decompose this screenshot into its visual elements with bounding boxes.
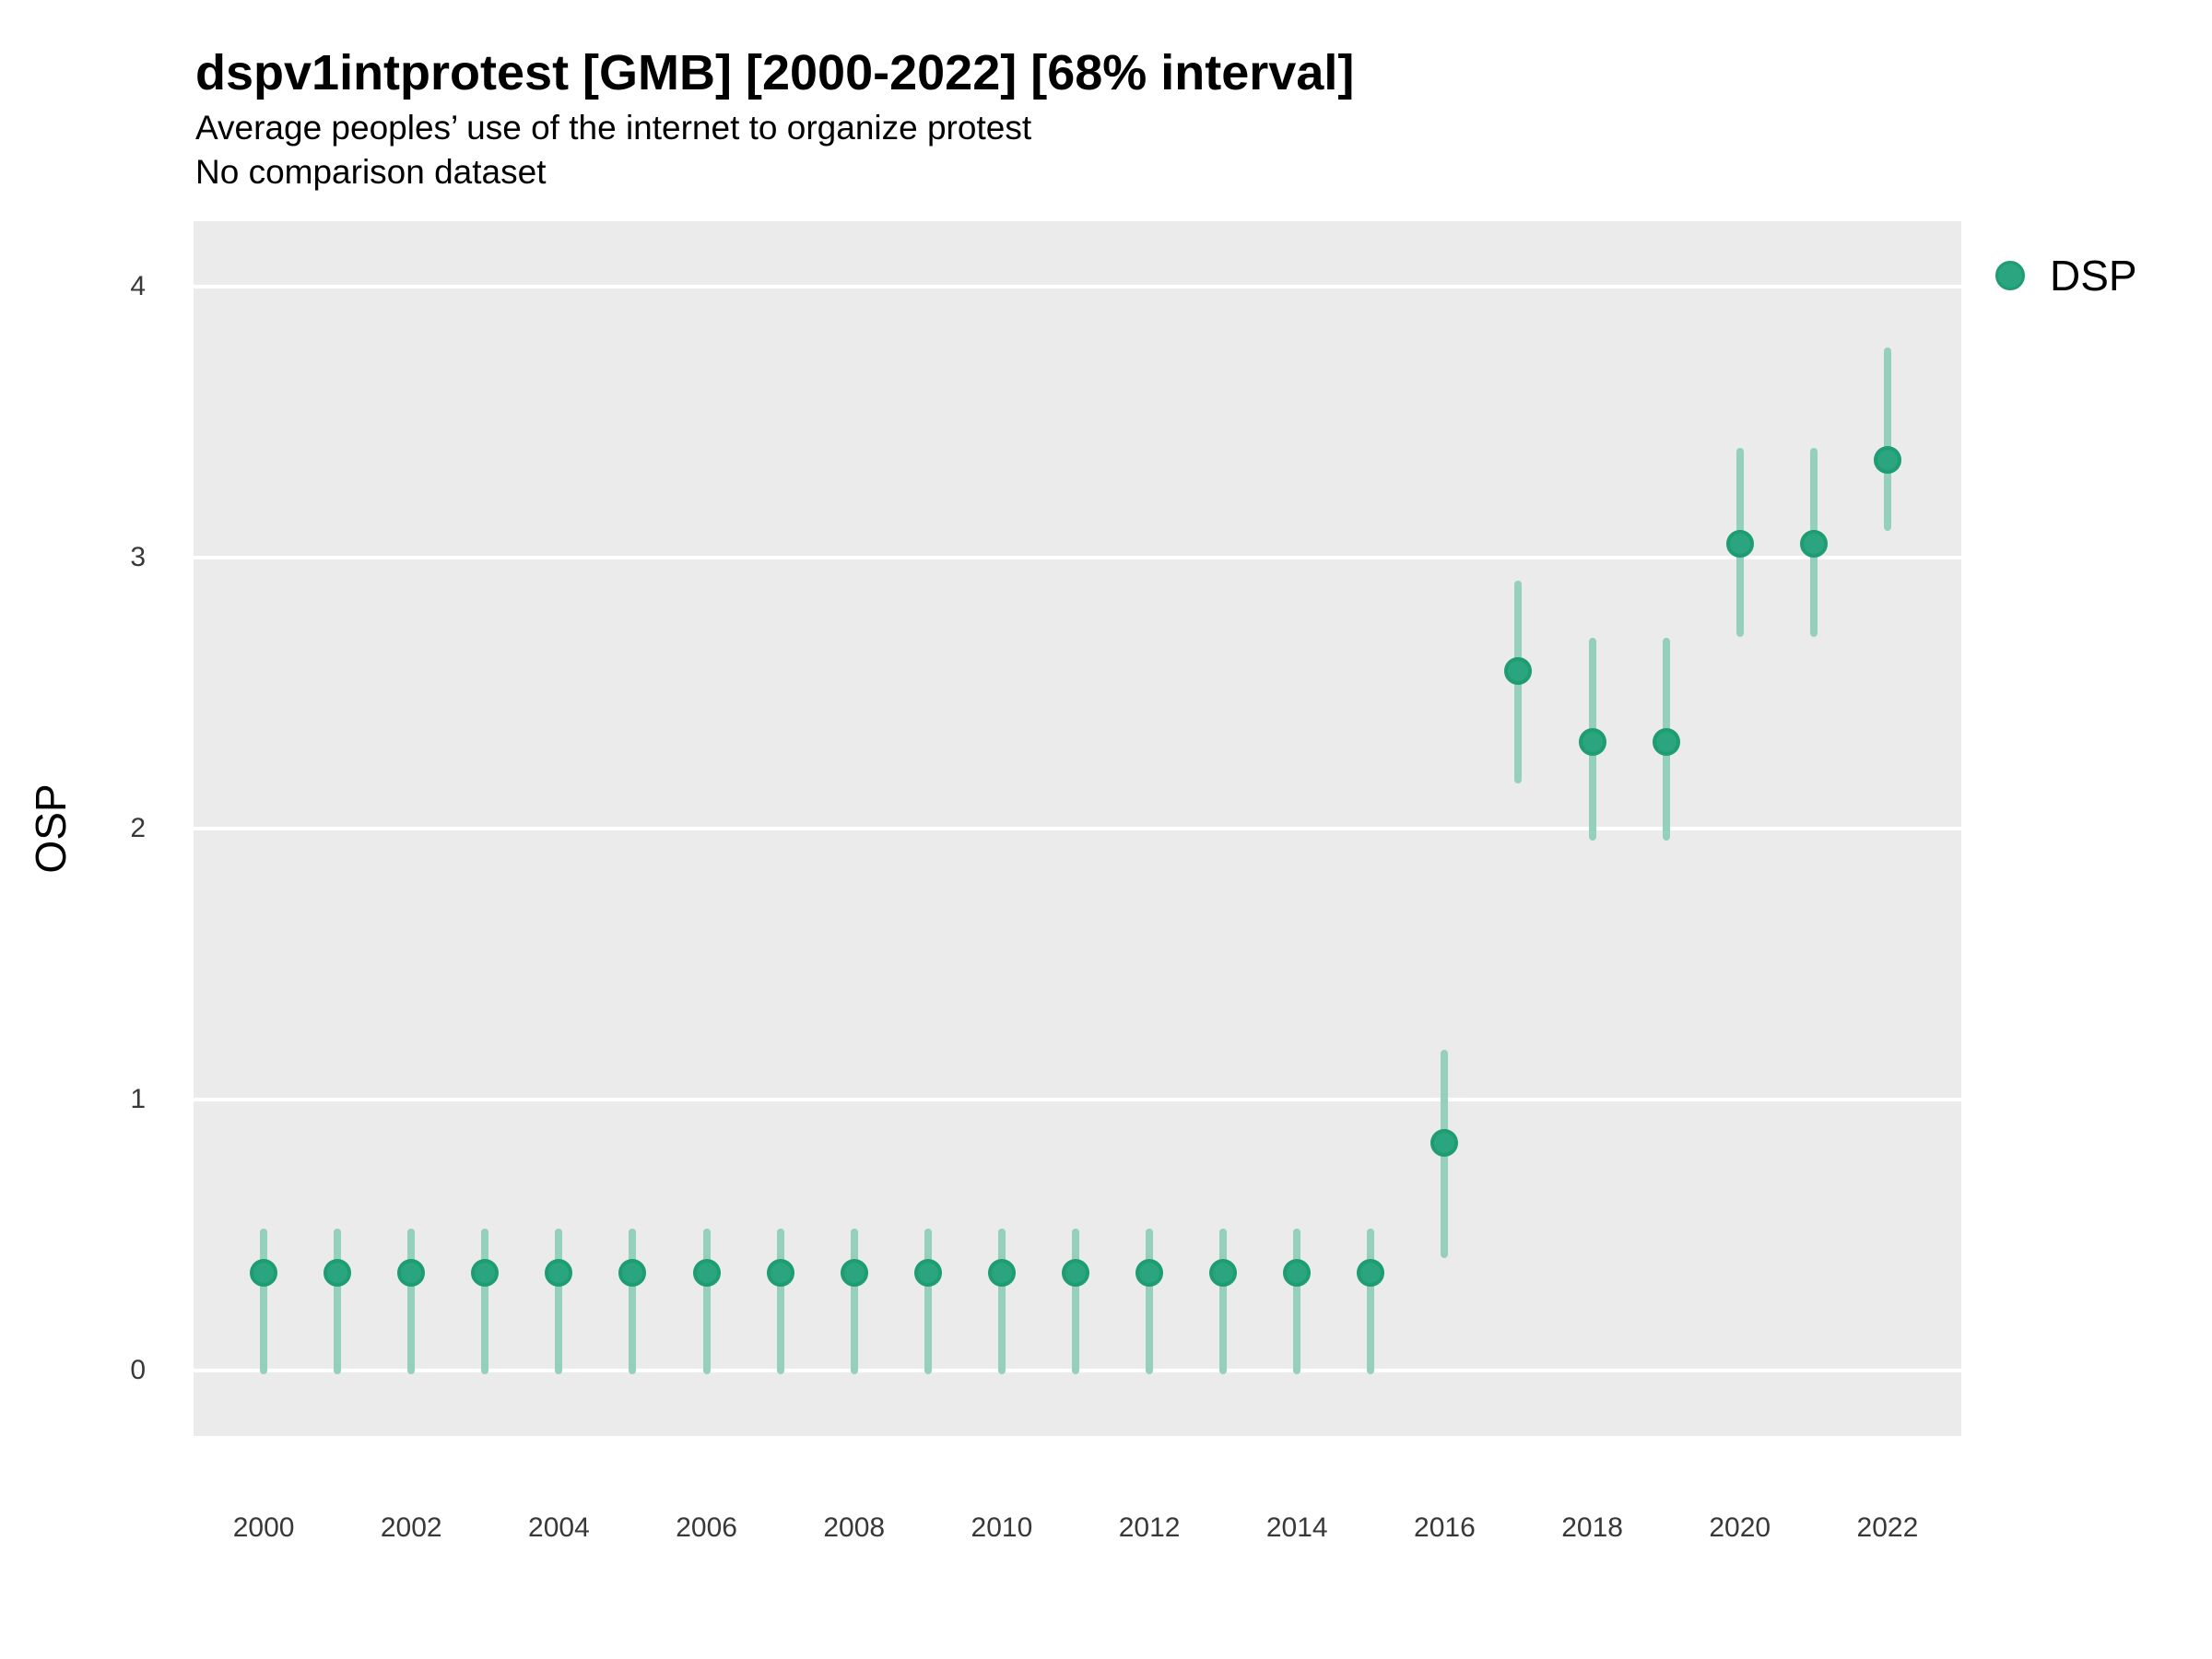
interval-bar-2014 <box>1293 1229 1301 1375</box>
legend-label: DSP <box>2050 252 2137 300</box>
interval-bar-2013 <box>1219 1229 1228 1375</box>
data-point-2001 <box>324 1259 352 1288</box>
data-point-2000 <box>250 1259 278 1288</box>
data-point-2003 <box>471 1259 500 1288</box>
x-tick-label-2000: 2000 <box>232 1512 295 1543</box>
interval-bar-2009 <box>924 1229 932 1375</box>
x-tick-label-2004: 2004 <box>528 1512 590 1543</box>
interval-bar-2004 <box>555 1229 563 1375</box>
x-tick-label-2018: 2018 <box>1561 1512 1623 1543</box>
data-point-2015 <box>1357 1259 1385 1288</box>
data-point-2011 <box>1061 1259 1089 1288</box>
data-point-2019 <box>1652 727 1680 756</box>
data-point-2012 <box>1135 1259 1164 1288</box>
data-point-2018 <box>1578 727 1606 756</box>
data-point-2017 <box>1504 657 1533 686</box>
x-tick-label-2006: 2006 <box>676 1512 737 1543</box>
interval-bar-2005 <box>629 1229 637 1375</box>
x-tick-label-2020: 2020 <box>1709 1512 1771 1543</box>
data-point-2005 <box>618 1259 647 1288</box>
data-point-2014 <box>1283 1259 1312 1288</box>
chart-subtitle: Average peoples’ use of the internet to … <box>195 109 1032 147</box>
x-tick-label-2002: 2002 <box>380 1512 442 1543</box>
chart-note: No comparison dataset <box>195 153 547 191</box>
legend-point-icon <box>1995 261 2025 290</box>
interval-bar-2012 <box>1146 1229 1154 1375</box>
gridline-y-4 <box>194 284 1961 288</box>
y-tick-label-0: 0 <box>130 1355 146 1386</box>
y-tick-label-1: 1 <box>130 1084 146 1115</box>
data-point-2009 <box>913 1259 942 1288</box>
interval-bar-2008 <box>850 1229 858 1375</box>
gridline-y-2 <box>194 827 1961 830</box>
interval-bar-2001 <box>334 1229 342 1375</box>
data-point-2010 <box>987 1259 1016 1288</box>
x-tick-label-2016: 2016 <box>1414 1512 1476 1543</box>
y-tick-label-2: 2 <box>130 813 146 843</box>
data-point-2013 <box>1209 1259 1238 1288</box>
interval-bar-2000 <box>260 1229 268 1375</box>
data-point-2008 <box>840 1259 868 1288</box>
plot-panel <box>194 221 1961 1436</box>
y-tick-label-3: 3 <box>130 541 146 572</box>
interval-bar-2010 <box>997 1229 1006 1375</box>
gridline-y-1 <box>194 1098 1961 1102</box>
x-tick-label-2014: 2014 <box>1265 1512 1328 1543</box>
interval-bar-2006 <box>702 1229 711 1375</box>
data-point-2006 <box>692 1259 721 1288</box>
x-tick-label-2012: 2012 <box>1118 1512 1181 1543</box>
data-point-2016 <box>1430 1129 1459 1158</box>
interval-bar-2022 <box>1883 347 1891 532</box>
chart-title: dspv1intprotest [GMB] [2000-2022] [68% i… <box>195 45 1355 100</box>
data-point-2022 <box>1873 445 1901 474</box>
x-tick-label-2022: 2022 <box>1856 1512 1919 1543</box>
y-tick-label-4: 4 <box>130 270 146 301</box>
x-tick-label-2008: 2008 <box>823 1512 886 1543</box>
interval-bar-2003 <box>481 1229 489 1375</box>
interval-bar-2011 <box>1071 1229 1079 1375</box>
data-point-2004 <box>545 1259 573 1288</box>
x-tick-label-2010: 2010 <box>971 1512 1033 1543</box>
interval-bar-2015 <box>1367 1229 1375 1375</box>
data-point-2020 <box>1725 530 1754 559</box>
gridline-y-3 <box>194 555 1961 559</box>
interval-bar-2007 <box>776 1229 784 1375</box>
data-point-2021 <box>1799 530 1828 559</box>
data-point-2002 <box>397 1259 426 1288</box>
interval-bar-2002 <box>407 1229 416 1375</box>
data-point-2007 <box>766 1259 794 1288</box>
